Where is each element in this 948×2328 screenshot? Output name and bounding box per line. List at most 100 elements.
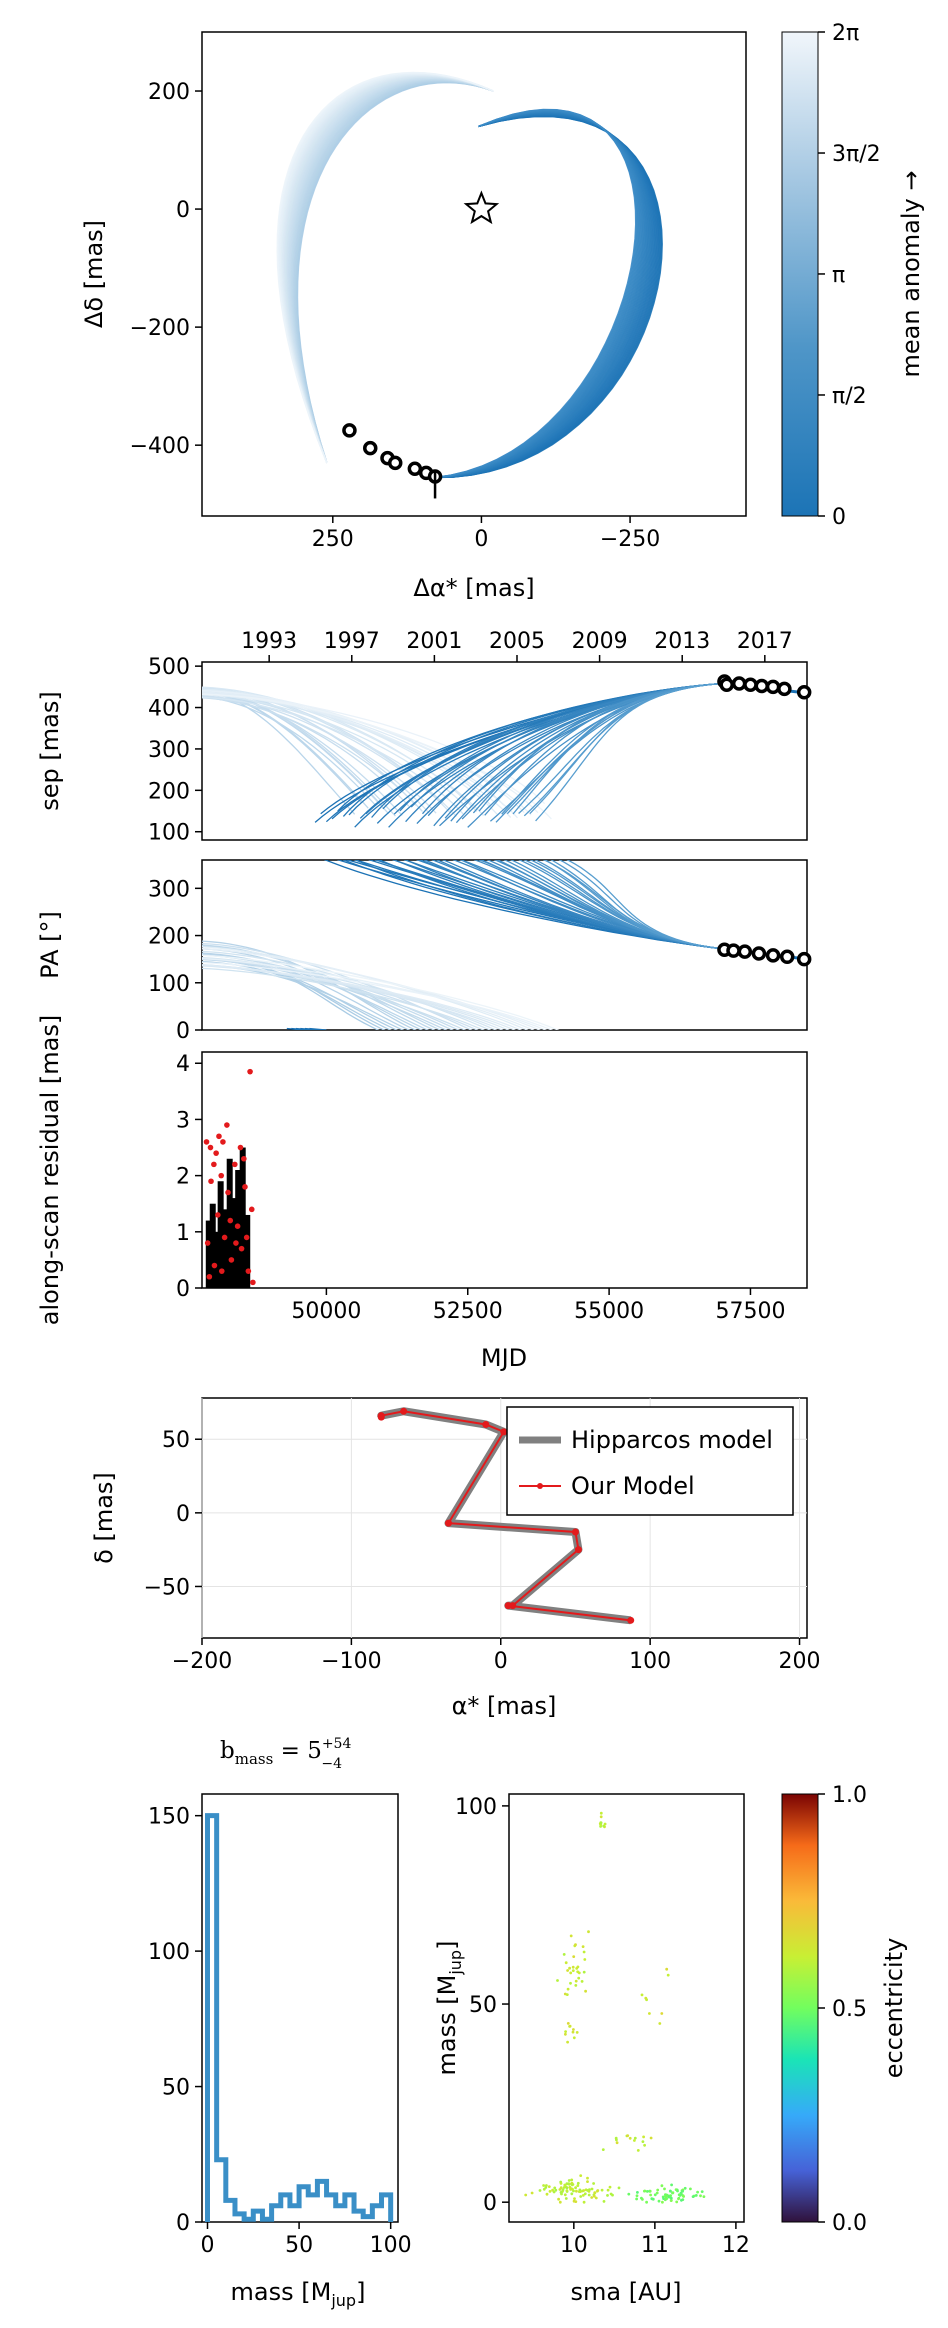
scatter-point xyxy=(573,2197,576,2201)
scatter-point xyxy=(663,2198,667,2202)
hist-x-tick-label: 50 xyxy=(285,2233,313,2258)
res-x-tick-label: 50000 xyxy=(291,1299,361,1324)
residual-point xyxy=(234,1223,241,1229)
orbit-track-light xyxy=(276,71,494,464)
scatter-point xyxy=(593,2191,597,2195)
scatter-point xyxy=(642,2135,645,2139)
orbit-track-dark xyxy=(433,108,638,479)
scatter-point xyxy=(571,1965,575,1969)
scatter-point xyxy=(587,2193,591,2197)
orbit-track-dark xyxy=(433,109,638,479)
sky-observation-point xyxy=(342,423,357,438)
residual-bar xyxy=(226,1158,233,1288)
scatter-point xyxy=(648,2012,651,2015)
pa-track-light xyxy=(202,964,523,1030)
scatter-point xyxy=(569,1981,572,1985)
scatter-x-tick-label: 12 xyxy=(722,2233,750,2258)
sep-track-light xyxy=(202,693,471,812)
scatter-point xyxy=(577,1976,581,1980)
our-model-point xyxy=(444,1519,452,1527)
pa-y-tick-label: 200 xyxy=(148,925,190,950)
sep-track-light xyxy=(202,693,552,820)
scatter-point xyxy=(586,2180,589,2184)
scatter-point xyxy=(565,2189,569,2193)
scatter-point xyxy=(568,2182,571,2186)
scatter-point xyxy=(562,1953,566,1956)
scatter-point xyxy=(594,2196,598,2200)
sep-track-light xyxy=(202,696,376,806)
mass-hist-panel: 0 50 100 0 50 100 150 bmass = 5+54 −4 mass [Mju… xyxy=(148,1736,412,2310)
res-y-tick-label: 4 xyxy=(176,1052,190,1077)
scatter-point xyxy=(552,2190,556,2194)
orbit-track-light xyxy=(281,74,494,464)
cbar-anom-tick-label: 0 xyxy=(832,505,846,530)
sep-track-dark xyxy=(478,682,723,812)
pa-tracks xyxy=(202,860,807,1030)
scatter-point xyxy=(664,2193,667,2197)
scatter-point xyxy=(565,2186,569,2190)
scatter-point xyxy=(568,1966,571,1970)
residual-marks xyxy=(203,1068,256,1288)
residual-point xyxy=(224,1122,230,1128)
scatter-point xyxy=(626,2134,630,2138)
sep-year-tick-label: 2017 xyxy=(737,629,793,654)
sep-track-light xyxy=(202,689,532,816)
pa-track-dark xyxy=(529,860,723,950)
sky-observations xyxy=(342,190,500,499)
hipparcos-panel: −200 −100 0 100 200 50 0 −50 Hipparcos model Ou… xyxy=(90,1397,821,1720)
mass-hist-xlabel: mass [Mjup] xyxy=(231,2278,366,2310)
sep-y-tick-label: 400 xyxy=(148,697,190,722)
orbit-track-dark xyxy=(433,112,651,479)
hist-y-tick-label: 100 xyxy=(148,1940,190,1965)
scatter-point xyxy=(633,2136,637,2140)
scatter-point xyxy=(572,2028,575,2031)
sep-track-light xyxy=(202,696,410,807)
orbit-track-dark xyxy=(433,111,647,479)
scatter-point xyxy=(677,2197,680,2201)
hip-x-tick-label: 0 xyxy=(494,1649,508,1674)
residual-panel: 50000 52500 55000 57500 0 1 2 3 4 MJD along-scan… xyxy=(36,1015,808,1372)
scatter-point xyxy=(564,1961,568,1965)
mass-sma-ylabel: mass [Mjup] xyxy=(433,1941,465,2076)
our-model-point xyxy=(400,1407,408,1415)
residual-bar xyxy=(235,1170,242,1288)
scatter-point xyxy=(592,2194,596,2198)
pa-observation-point xyxy=(796,951,812,967)
sep-year-tick-label: 2005 xyxy=(489,629,545,654)
res-y-tick-label: 2 xyxy=(176,1165,190,1190)
residual-point xyxy=(238,1245,245,1252)
scatter-point xyxy=(576,2181,580,2185)
scatter-point xyxy=(668,2189,672,2193)
hist-y-tick-label: 150 xyxy=(148,1805,190,1830)
xlabel-sub: jup xyxy=(330,2291,356,2310)
colorbar-anomaly: 0 π/2 π 3π/2 2π mean anomaly → xyxy=(781,21,925,530)
sep-track-light xyxy=(202,686,478,813)
sep-observation-point xyxy=(754,678,770,694)
orbit-track-dark xyxy=(433,110,644,479)
orbit-track-dark xyxy=(433,110,643,479)
cbar-ecc-tick-label: 0.0 xyxy=(832,2211,867,2236)
scatter-point xyxy=(661,2200,664,2204)
scatter-point xyxy=(566,1987,570,1991)
title-eq: = 5 xyxy=(273,1738,322,1764)
scatter-point xyxy=(575,2189,578,2193)
mass-histogram-steps xyxy=(204,1813,394,2222)
residual-point xyxy=(245,1268,252,1274)
scatter-point xyxy=(538,2189,542,2192)
colorbar-ecc-label: eccentricity xyxy=(880,1938,908,2079)
scatter-point xyxy=(578,2188,582,2192)
xlabel-end: ] xyxy=(356,2278,365,2306)
mass-sma-points xyxy=(524,1811,706,2204)
hip-y-tick-label: 0 xyxy=(176,1502,190,1527)
residual-point xyxy=(218,1172,225,1179)
orbit-track-dark xyxy=(433,112,651,479)
pa-y-tick-label: 0 xyxy=(176,1019,190,1044)
cbar-anom-tick-label: π xyxy=(832,263,845,288)
sky-x-tick-label: 0 xyxy=(474,527,488,552)
cbar-anom-tick-label: 2π xyxy=(832,21,859,46)
mass-sma-xlabel: sma [AU] xyxy=(571,2278,682,2306)
scatter-point xyxy=(564,2030,567,2033)
scatter-point xyxy=(566,1969,569,1972)
scatter-point xyxy=(636,2191,639,2194)
scatter-point xyxy=(556,1979,559,1982)
